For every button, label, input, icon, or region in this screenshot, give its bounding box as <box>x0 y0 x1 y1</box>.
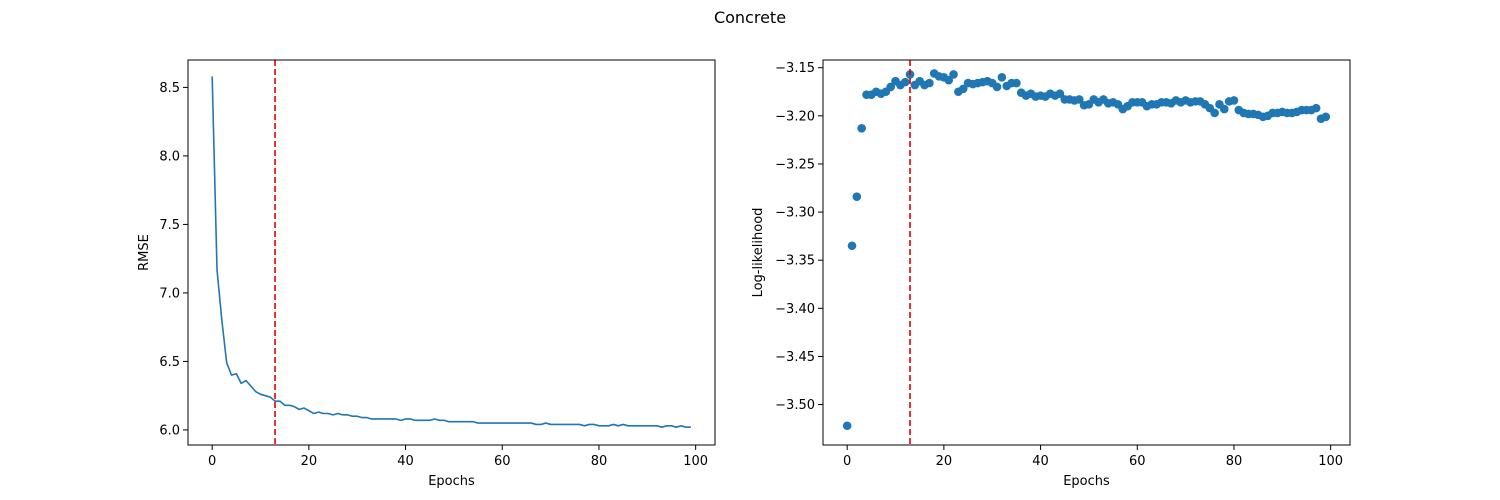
y-tick-label: −3.30 <box>775 206 815 221</box>
loglik-point <box>1311 103 1321 113</box>
x-tick-label: 100 <box>1318 454 1343 469</box>
y-axis-label: RMSE <box>137 234 152 271</box>
rmse-panel: 0 20 40 60 80 100 6.0 6.5 7.0 7.5 8.0 8.5 Epochs RMSE <box>137 59 716 489</box>
x-tick-label: 40 <box>1032 454 1049 469</box>
loglik-point <box>992 82 1002 92</box>
loglik-point <box>958 84 968 94</box>
y-tick-label: −3.20 <box>775 109 815 124</box>
loglik-point <box>1321 112 1331 122</box>
plot-area <box>211 76 691 428</box>
loglik-point <box>925 78 934 88</box>
loglik-point <box>1012 78 1021 88</box>
loglik-point <box>944 75 954 85</box>
loglik-point <box>900 77 910 87</box>
y-axis-label: Log-likelihood <box>751 208 766 298</box>
loglik-point <box>847 241 857 251</box>
y-tick-label: 6.5 <box>159 355 180 370</box>
x-tick-label: 40 <box>397 454 414 469</box>
figure-title: Concrete <box>713 8 787 27</box>
loglik-point <box>886 82 895 92</box>
y-tick-label: −3.40 <box>775 302 815 317</box>
x-tick-label: 80 <box>591 454 608 469</box>
x-tick-label: 100 <box>683 454 708 469</box>
x-tick-label: 60 <box>494 454 511 469</box>
x-axis-label: Epochs <box>428 474 475 489</box>
plot-area <box>842 69 1331 431</box>
y-tick-label: 8.5 <box>159 81 180 96</box>
y-tick-label: −3.50 <box>775 398 815 413</box>
loglik-point <box>1074 95 1084 104</box>
loglik-point <box>1219 104 1229 114</box>
y-tick-label: −3.15 <box>775 61 815 76</box>
loglik-point <box>857 124 866 133</box>
y-tick-label: −3.35 <box>775 254 815 269</box>
y-tick-label: 7.5 <box>159 218 180 233</box>
axes-frame <box>822 59 1351 446</box>
x-tick-label: 0 <box>843 454 851 469</box>
rmse-series-line <box>211 76 691 428</box>
y-tick-label: −3.45 <box>775 350 815 365</box>
loglik-point <box>1055 89 1065 98</box>
x-tick-label: 0 <box>208 454 216 469</box>
loglik-panel: 0 20 40 60 80 100 −3.50 −3.45 −3.40 −3.35 −3.30 −3.… <box>751 59 1351 489</box>
loglik-point <box>842 421 852 431</box>
y-tick-label: 6.0 <box>159 423 180 438</box>
x-axis-label: Epochs <box>1063 474 1110 489</box>
loglik-point <box>997 73 1007 82</box>
loglik-point <box>1229 96 1239 105</box>
x-tick-label: 20 <box>936 454 953 469</box>
x-tick-label: 60 <box>1129 454 1146 469</box>
loglik-point <box>949 70 958 79</box>
axes-frame <box>187 59 716 446</box>
y-tick-label: 8.0 <box>159 149 180 164</box>
x-tick-label: 80 <box>1226 454 1243 469</box>
x-tick-label: 20 <box>301 454 318 469</box>
loglik-point <box>1210 108 1219 118</box>
loglik-point <box>852 192 862 201</box>
y-tick-label: −3.25 <box>775 157 815 172</box>
y-tick-label: 7.0 <box>159 286 180 301</box>
